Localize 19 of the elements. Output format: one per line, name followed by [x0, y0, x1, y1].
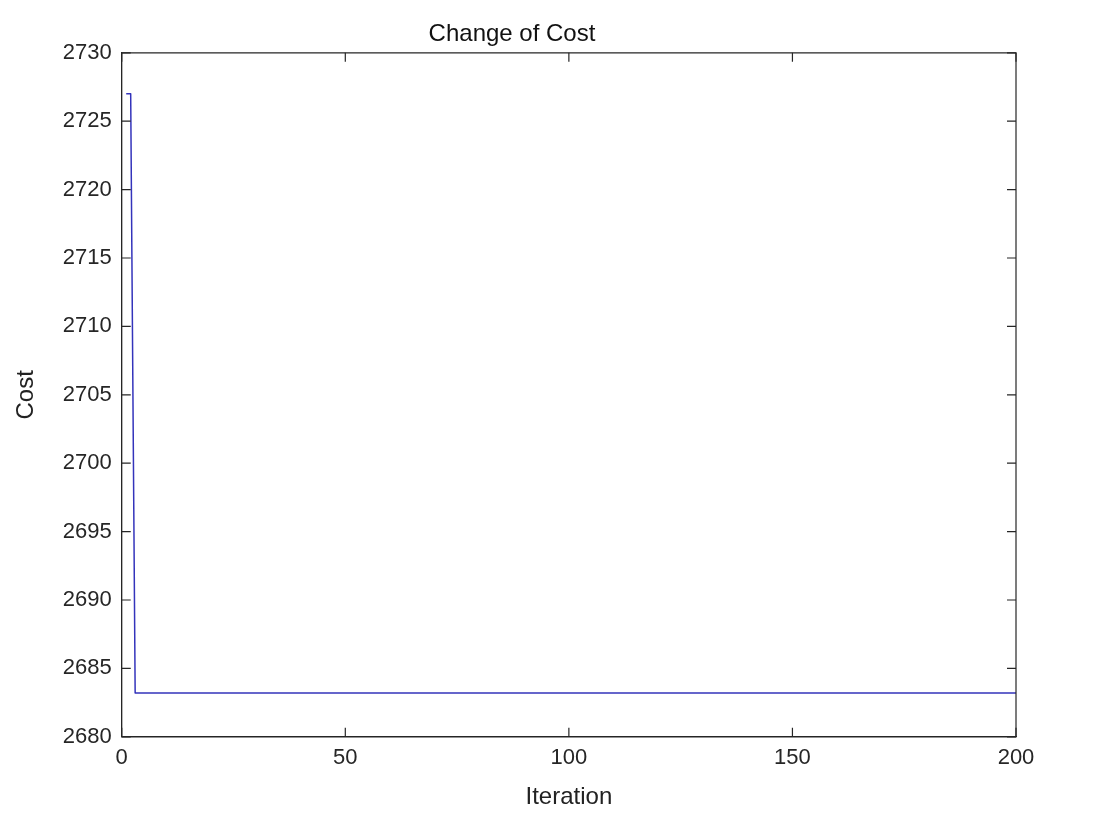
x-tick-label: 150 — [774, 744, 811, 770]
x-tick-label: 100 — [550, 744, 588, 770]
y-tick-label: 2700 — [62, 449, 112, 475]
y-tick-label: 2725 — [62, 107, 112, 133]
x-axis-title: Iteration — [525, 782, 613, 810]
y-tick-label: 2680 — [62, 722, 112, 748]
chart-title: Change of Cost — [428, 19, 596, 47]
y-tick-label: 2720 — [62, 175, 112, 201]
y-tick-label: 2715 — [62, 244, 112, 270]
y-tick-label: 2690 — [62, 586, 112, 612]
y-tick-label: 2695 — [62, 517, 112, 543]
x-tick-label: 0 — [115, 744, 128, 770]
y-tick-label: 2705 — [62, 380, 112, 406]
y-axis-title: Cost — [11, 369, 39, 420]
y-tick-label: 2710 — [62, 312, 112, 338]
x-tick-label: 50 — [333, 744, 358, 770]
y-tick-label: 2730 — [62, 38, 112, 64]
x-tick-label: 200 — [997, 744, 1035, 770]
y-tick-label: 2685 — [62, 654, 112, 680]
